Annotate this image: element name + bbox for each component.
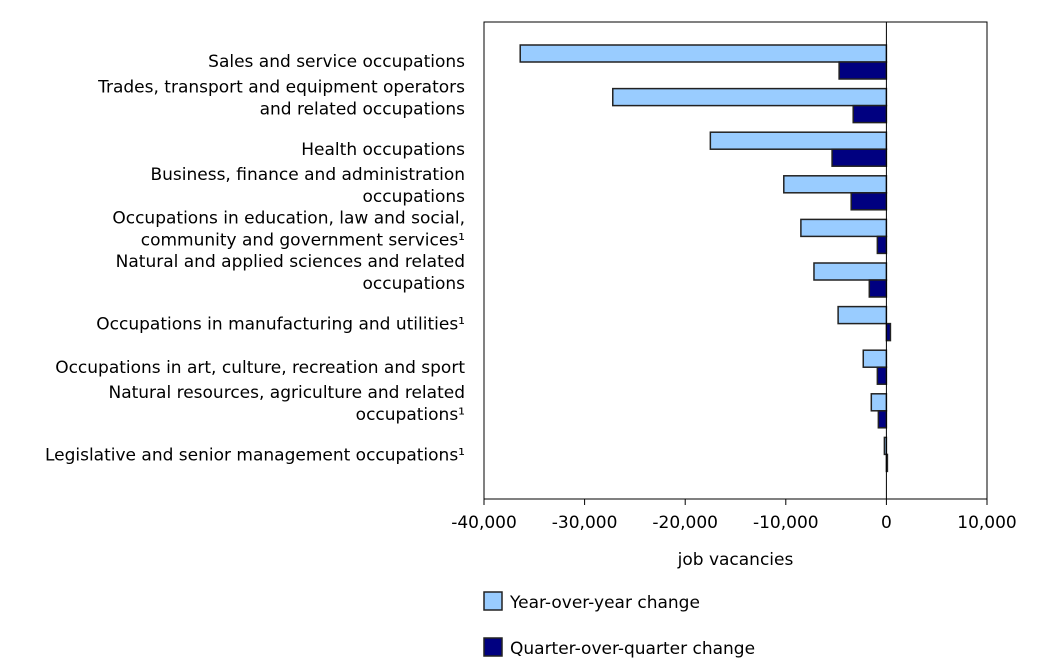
category-label: Legislative and senior management occupa… [45, 445, 465, 465]
legend-label: Quarter-over-quarter change [510, 639, 755, 659]
bar-yoy-6 [837, 305, 888, 325]
x-tick-label: -40,000 [451, 513, 517, 533]
bar-yoy-5 [813, 262, 888, 281]
category-label: Occupations in manufacturing and utiliti… [96, 315, 465, 335]
bar-qoq-1 [852, 104, 888, 124]
category-label: occupations [363, 274, 466, 294]
category-label: and related occupations [260, 100, 466, 120]
bar-yoy-3 [783, 175, 888, 194]
bar-qoq-6 [885, 322, 892, 342]
category-label: Occupations in education, law and social… [112, 208, 465, 228]
bar-yoy-2 [709, 131, 888, 150]
bar-qoq-2 [831, 148, 888, 167]
bar-qoq-0 [838, 61, 888, 80]
category-label: Occupations in art, culture, recreation … [55, 358, 465, 378]
bar-qoq-5 [868, 279, 888, 298]
bar-yoy-8 [870, 393, 888, 412]
x-tick-label: 0 [881, 513, 892, 533]
legend-swatch [483, 591, 503, 611]
category-label: occupations¹ [356, 405, 465, 425]
bar-qoq-8 [877, 410, 888, 429]
x-tick-label: -20,000 [652, 513, 718, 533]
x-tick-label: 10,000 [957, 513, 1016, 533]
legend-swatch [483, 637, 503, 657]
bar-yoy-7 [862, 349, 888, 368]
x-tick-label: -30,000 [552, 513, 618, 533]
category-label: Sales and service occupations [208, 52, 465, 72]
bar-yoy-1 [612, 87, 888, 107]
bar-qoq-3 [850, 192, 888, 211]
bar-qoq-4 [876, 235, 888, 255]
category-label: community and government services¹ [141, 230, 465, 250]
bar-qoq-7 [876, 366, 888, 385]
plot-frame [483, 21, 988, 500]
category-label: Trades, transport and equipment operator… [97, 78, 465, 98]
category-label: occupations [363, 187, 466, 207]
legend-label: Year-over-year change [509, 593, 700, 613]
bar-yoy-4 [800, 218, 888, 238]
category-label: Business, finance and administration [150, 165, 465, 185]
category-label: Natural resources, agriculture and relat… [108, 383, 465, 403]
category-label: Health occupations [301, 140, 465, 160]
x-axis-label: job vacancies [677, 550, 794, 570]
bar-yoy-0 [519, 44, 888, 63]
x-tick-label: -10,000 [753, 513, 819, 533]
category-label: Natural and applied sciences and related [116, 252, 465, 272]
